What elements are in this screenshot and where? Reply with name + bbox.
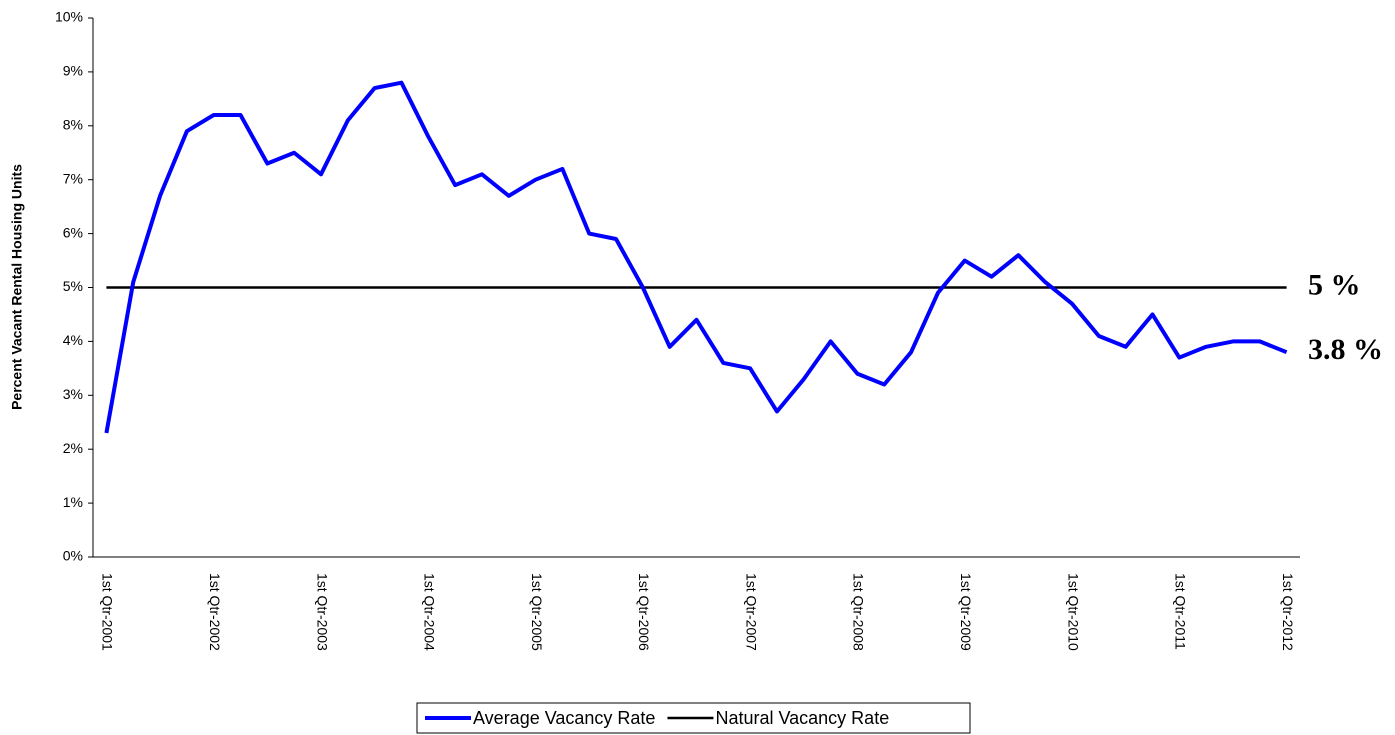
x-tick-label: 1st Qtr-2001	[100, 573, 116, 651]
legend-label: Natural Vacancy Rate	[715, 708, 889, 728]
y-tick-label: 2%	[63, 440, 83, 456]
y-tick-label: 4%	[63, 332, 83, 348]
annotation: 3.8 %	[1308, 333, 1383, 366]
x-tick-label: 1st Qtr-2006	[636, 573, 652, 651]
x-tick-label: 1st Qtr-2002	[207, 573, 223, 651]
y-axis-label: Percent Vacant Rental Housing Units	[9, 164, 25, 410]
legend-label: Average Vacancy Rate	[473, 708, 655, 728]
x-tick-label: 1st Qtr-2004	[422, 573, 438, 651]
x-tick-label: 1st Qtr-2007	[743, 573, 759, 651]
y-tick-label: 6%	[63, 224, 83, 240]
x-tick-label: 1st Qtr-2009	[958, 573, 974, 651]
x-tick-label: 1st Qtr-2005	[529, 573, 545, 651]
annotation: 5 %	[1308, 268, 1361, 301]
y-tick-label: 10%	[55, 9, 83, 25]
x-tick-label: 1st Qtr-2012	[1280, 573, 1296, 651]
data-line	[104, 80, 1288, 434]
y-tick-label: 7%	[63, 170, 83, 186]
y-tick-label: 9%	[63, 63, 83, 79]
y-tick-label: 5%	[63, 278, 83, 294]
x-tick-label: 1st Qtr-2011	[1173, 573, 1189, 650]
y-tick-label: 3%	[63, 386, 83, 402]
x-tick-label: 1st Qtr-2008	[851, 573, 867, 651]
y-tick-label: 1%	[63, 494, 83, 510]
y-tick-label: 0%	[63, 548, 83, 564]
x-tick-label: 1st Qtr-2010	[1065, 573, 1081, 651]
y-tick-label: 8%	[63, 117, 83, 133]
x-tick-label: 1st Qtr-2003	[314, 573, 330, 651]
